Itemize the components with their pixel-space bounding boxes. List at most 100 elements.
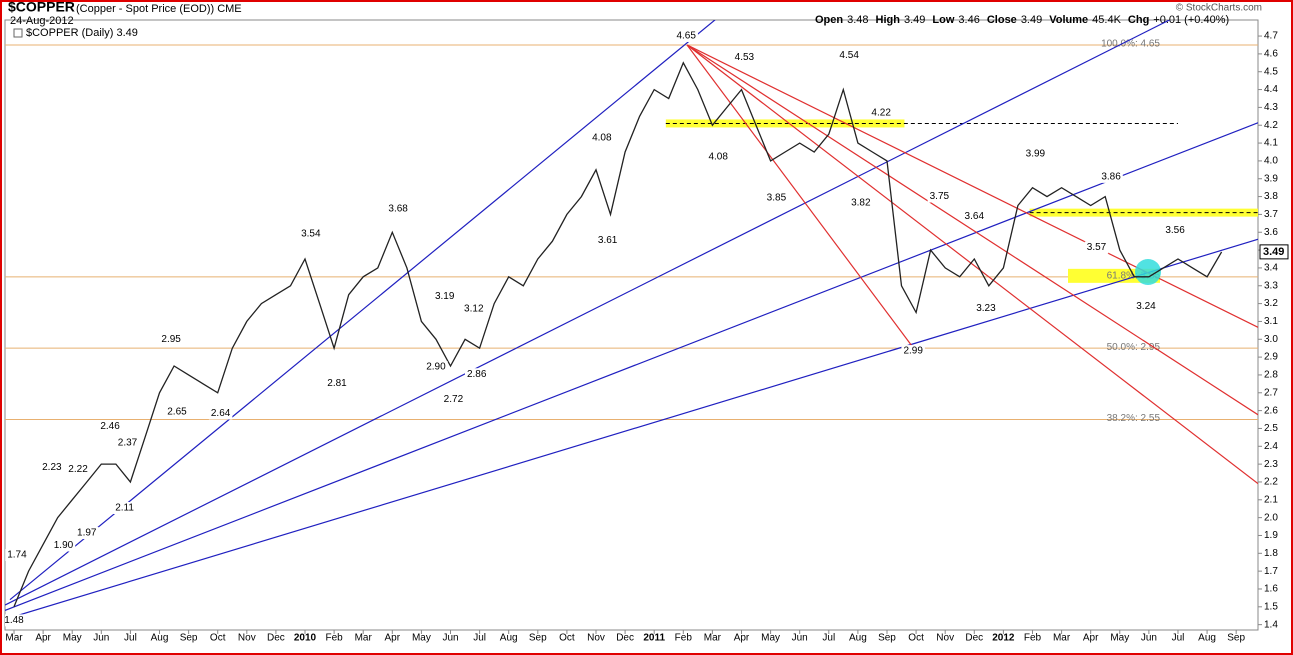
point-label-bg [590,131,614,144]
quote-key: Close [987,14,1017,26]
point-label: 2.99 [903,346,923,357]
point-label: 2.22 [68,464,88,475]
trendline [5,238,1258,620]
x-tick-label: Sep [529,633,547,644]
point-label-bg [208,407,233,420]
trendline [686,44,916,351]
point-label: 2.37 [118,437,138,448]
y-tick-label: 3.6 [1264,227,1278,238]
point-label-bg [5,549,29,562]
point-label: 2.65 [167,406,187,417]
point-label-bg [299,227,323,240]
point-label: 4.65 [676,31,696,42]
point-label-bg [849,197,873,210]
y-tick-label: 4.7 [1264,31,1278,42]
point-label-bg [432,290,457,303]
x-tick-label: Jun [792,633,808,644]
point-label-bg [1084,241,1109,254]
point-label-bg [869,106,893,119]
point-label: 2.72 [444,394,464,405]
y-tick-label: 3.2 [1264,298,1278,309]
x-tick-label: Apr [1083,633,1099,644]
x-tick-label: Nov [238,633,256,644]
x-tick-label: Sep [878,633,896,644]
point-label: 3.12 [464,304,484,315]
x-tick-label: 2012 [992,633,1015,644]
x-tick-label: Jul [822,633,835,644]
x-tick-label: May [412,633,431,644]
y-tick-label: 2.8 [1264,370,1278,381]
x-tick-label: Feb [1024,633,1042,644]
point-label: 3.68 [388,204,408,215]
quote-key: Open [815,14,843,26]
quote-value: 3.46 [958,14,979,26]
x-tick-label: 2010 [294,633,317,644]
x-tick-label: May [1110,633,1129,644]
point-label: 3.57 [1087,242,1107,253]
x-tick-label: Jun [442,633,458,644]
point-label: 3.54 [301,229,321,240]
point-label: 2.95 [161,334,181,345]
point-label: 2.11 [115,503,134,514]
point-label-bg [66,463,90,476]
x-tick-label: Oct [908,633,924,644]
point-label-bg [159,333,183,346]
quote-value: 45.4K [1092,14,1121,26]
point-label-bg [115,436,140,449]
last-price-tag [1259,244,1289,260]
quote-value: 3.49 [904,14,925,26]
point-label: 1.74 [7,550,27,561]
y-tick-label: 1.4 [1264,619,1278,630]
x-tick-label: Mar [5,633,23,644]
quote-value: 3.49 [1021,14,1042,26]
x-tick-label: Apr [385,633,401,644]
point-label: 3.85 [767,192,787,203]
x-tick-label: Jul [473,633,486,644]
y-tick-label: 1.8 [1264,548,1278,559]
x-tick-label: Aug [151,633,169,644]
highlight-circle [1135,259,1161,285]
point-label: 3.64 [965,211,985,222]
point-label: 3.23 [976,303,996,314]
point-label-bg [5,614,26,627]
x-tick-label: Feb [325,633,343,644]
point-label-bg [441,393,466,406]
quote-key: Low [932,14,954,26]
point-label: 2.64 [211,408,231,419]
x-tick-label: Mar [355,633,373,644]
trendline [5,122,1258,611]
y-tick-label: 2.3 [1264,459,1278,470]
symbol: $COPPER [8,0,75,15]
point-label: 3.99 [1026,148,1046,159]
x-tick-label: Dec [267,633,285,644]
point-label: 4.54 [839,50,859,61]
x-tick-label: Oct [210,633,226,644]
x-tick-label: Nov [936,633,954,644]
point-label-bg [732,51,757,64]
x-tick-label: Mar [1053,633,1071,644]
fib-label: 50.0%: 2.95 [1107,342,1161,353]
price-line [13,61,1223,608]
point-label-bg [901,345,925,358]
point-label-bg [962,210,987,223]
x-tick-label: Mar [704,633,722,644]
y-tick-label: 3.8 [1264,191,1278,202]
y-tick-label: 2.2 [1264,477,1278,488]
point-label: 3.61 [598,235,618,246]
y-tick-label: 4.3 [1264,102,1278,113]
x-tick-label: Jun [1141,633,1157,644]
point-label-bg [1134,300,1158,313]
legend: $COPPER (Daily) 3.49 [26,27,138,39]
y-tick-label: 3.4 [1264,263,1278,274]
point-label: 4.08 [708,151,728,162]
point-label-bg [595,234,620,247]
point-label-bg [40,461,64,474]
x-tick-label: May [63,633,82,644]
y-tick-label: 2.7 [1264,387,1278,398]
point-label-bg [974,302,998,315]
y-tick-label: 2.0 [1264,512,1278,523]
point-label-bg [837,49,861,62]
point-label-bg [927,190,952,203]
